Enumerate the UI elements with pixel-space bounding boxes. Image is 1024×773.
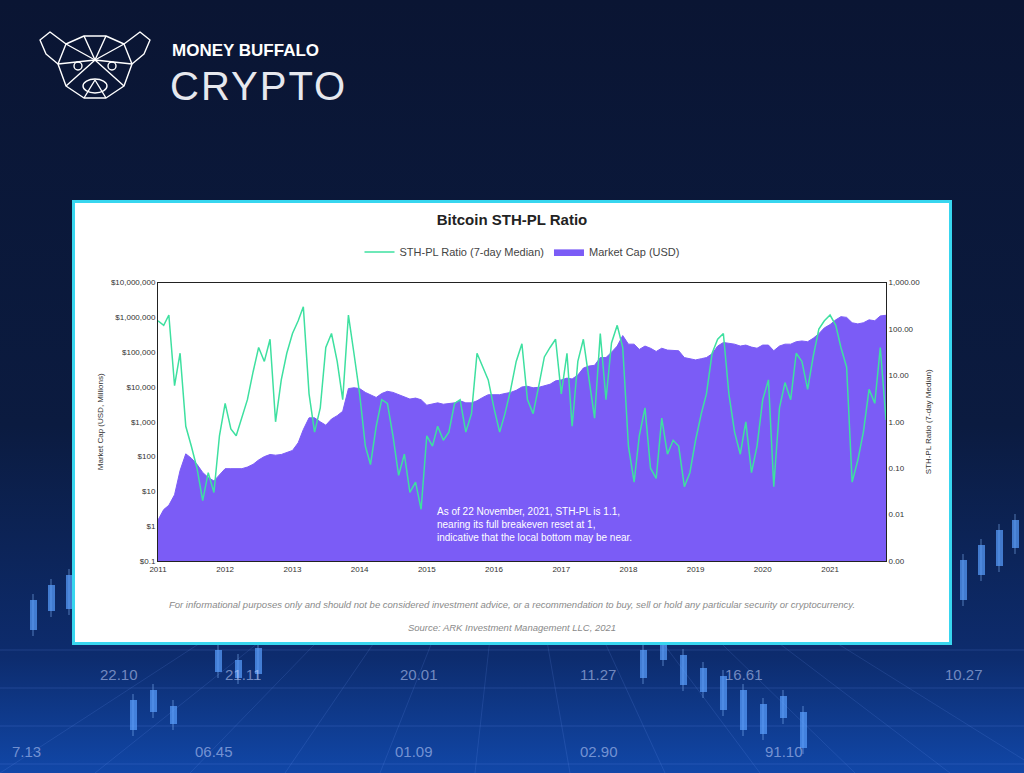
- svg-text:$10: $10: [142, 487, 156, 496]
- svg-text:2020: 2020: [754, 565, 772, 574]
- svg-text:100.00: 100.00: [889, 325, 914, 334]
- svg-text:0.01: 0.01: [889, 510, 905, 519]
- svg-text:02.90: 02.90: [580, 743, 618, 760]
- svg-text:STH-PL Ratio (7-day Median): STH-PL Ratio (7-day Median): [924, 369, 933, 474]
- svg-text:2021: 2021: [821, 565, 839, 574]
- svg-text:2011: 2011: [149, 565, 167, 574]
- svg-text:16.61: 16.61: [725, 666, 763, 683]
- svg-text:10.27: 10.27: [945, 666, 983, 683]
- svg-text:2016: 2016: [485, 565, 503, 574]
- svg-text:11.27: 11.27: [580, 666, 616, 683]
- svg-text:CRYPTO: CRYPTO: [170, 64, 347, 108]
- svg-text:Market Cap (USD, Millions): Market Cap (USD, Millions): [96, 373, 105, 470]
- html-text:For informational purposes onl: For informational purposes only and shou…: [168, 599, 855, 610]
- svg-text:2013: 2013: [284, 565, 302, 574]
- svg-text:2018: 2018: [620, 565, 638, 574]
- svg-text:1.00: 1.00: [889, 418, 905, 427]
- svg-text:10.00: 10.00: [889, 371, 910, 380]
- svg-text:06.45: 06.45: [195, 743, 233, 760]
- svg-text:Bitcoin STH-PL Ratio: Bitcoin STH-PL Ratio: [437, 211, 588, 228]
- svg-text:$10,000,000: $10,000,000: [111, 278, 156, 287]
- svg-text:Market Cap (USD): Market Cap (USD): [589, 246, 679, 258]
- svg-text:2019: 2019: [687, 565, 705, 574]
- svg-text:22.10: 22.10: [100, 666, 138, 683]
- svg-text:7.13: 7.13: [12, 743, 41, 760]
- svg-text:1,000.00: 1,000.00: [889, 278, 921, 287]
- html-text:Source: ARK Investment Managem: Source: ARK Investment Management LLC, 2…: [407, 622, 617, 633]
- svg-text:2014: 2014: [351, 565, 369, 574]
- svg-text:91.10: 91.10: [765, 743, 803, 760]
- svg-text:$10,000: $10,000: [126, 383, 155, 392]
- svg-text:$0.1: $0.1: [140, 557, 156, 566]
- svg-text:0.10: 0.10: [889, 464, 905, 473]
- svg-text:0.00: 0.00: [889, 557, 905, 566]
- svg-text:2012: 2012: [216, 565, 234, 574]
- svg-text:$100: $100: [138, 452, 156, 461]
- svg-text:2017: 2017: [552, 565, 570, 574]
- svg-text:01.09: 01.09: [395, 743, 433, 760]
- svg-text:As of 22 November, 2021, STH-P: As of 22 November, 2021, STH-PL is 1.1,n…: [437, 506, 632, 543]
- svg-text:$100,000: $100,000: [122, 348, 156, 357]
- svg-text:STH-PL Ratio (7-day Median): STH-PL Ratio (7-day Median): [400, 246, 544, 258]
- svg-text:$1,000,000: $1,000,000: [115, 313, 156, 322]
- svg-text:$1: $1: [146, 522, 155, 531]
- svg-text:$1,000: $1,000: [131, 418, 156, 427]
- svg-text:21.11: 21.11: [225, 666, 261, 683]
- svg-text:20.01: 20.01: [400, 666, 438, 683]
- svg-text:MONEY BUFFALO: MONEY BUFFALO: [172, 41, 319, 60]
- svg-text:2015: 2015: [418, 565, 436, 574]
